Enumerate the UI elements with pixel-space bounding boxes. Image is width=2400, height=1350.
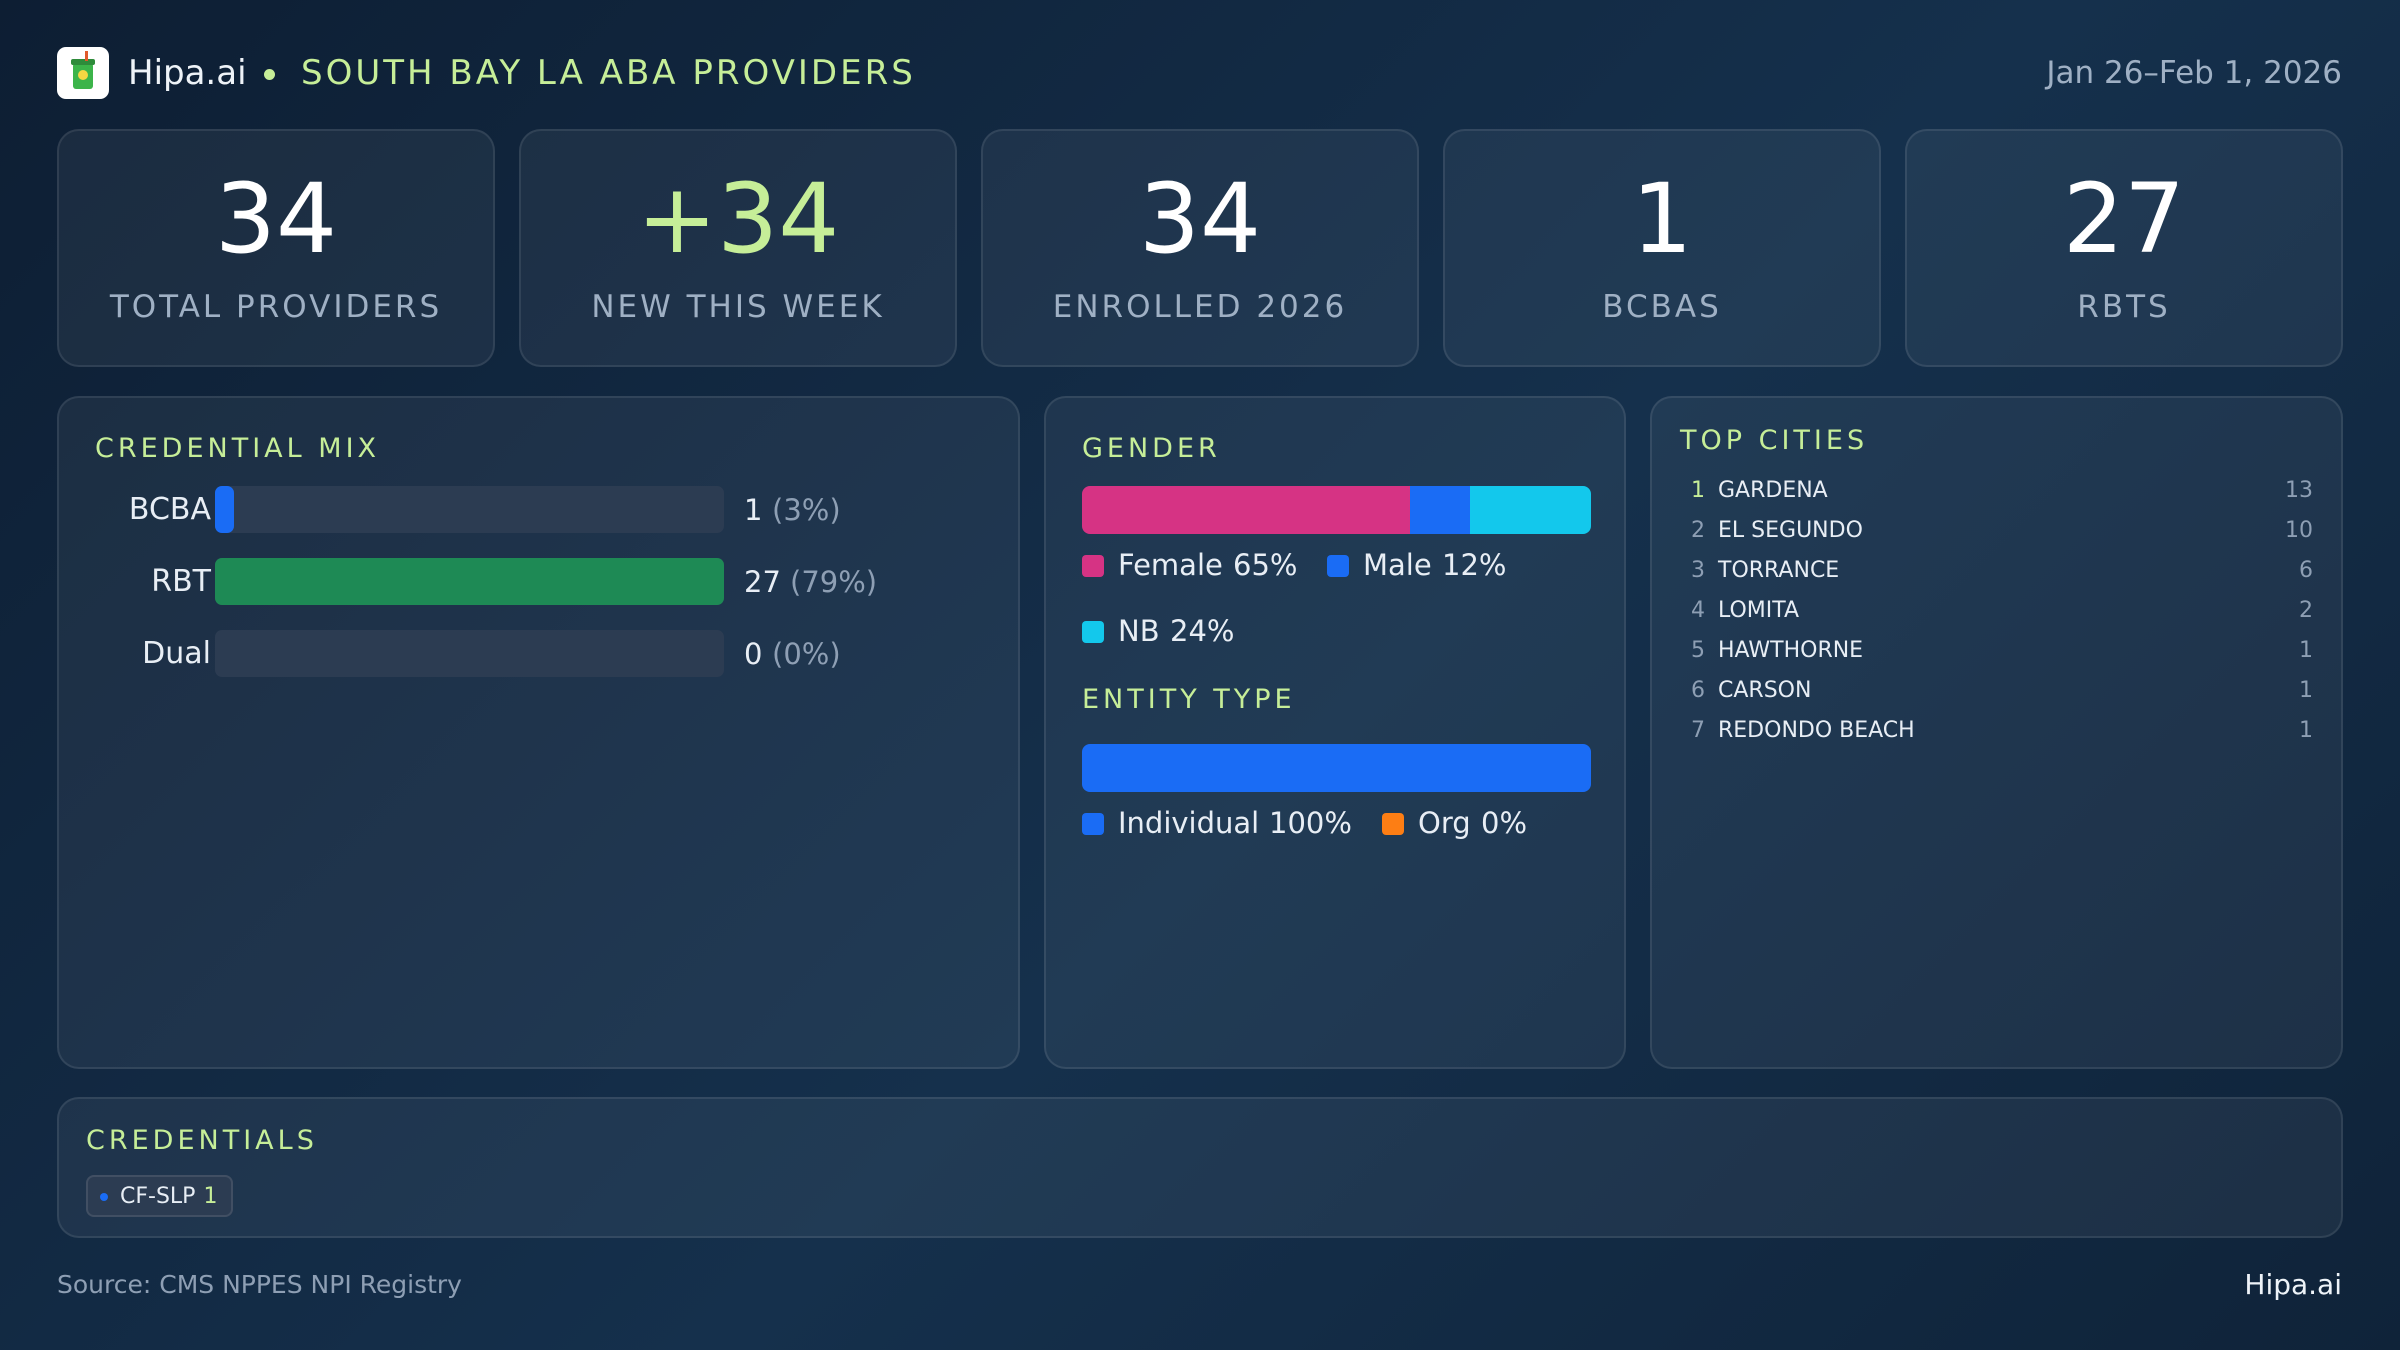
bar-percent: (79%) [790,565,878,599]
city-rank: 3 [1691,558,1705,583]
city-count: 1 [2299,718,2313,743]
city-rank: 5 [1691,638,1705,663]
chip-count: 1 [203,1183,218,1209]
legend-swatch [1327,555,1349,577]
legend-name: Individual [1118,806,1260,840]
city-name: EL SEGUNDO [1718,518,1863,543]
kpi-card: 34 ENROLLED 2026 [981,129,1419,367]
brand: Hipa.ai [128,53,247,93]
city-count: 10 [2285,518,2313,543]
kpi-label: BCBAS [1602,289,1722,325]
kpi-value: 27 [2062,163,2186,275]
city-name: HAWTHORNE [1718,638,1864,663]
kpi-label: NEW THIS WEEK [591,289,885,325]
panel-title: CREDENTIALS [86,1125,318,1156]
legend-value: 12% [1442,548,1507,582]
bar-percent: (0%) [772,637,841,671]
panel-title: TOP CITIES [1680,425,1869,456]
legend-value: 100% [1269,806,1352,840]
legend-swatch [1082,813,1104,835]
chip-dot [100,1193,108,1201]
legend-name: Female [1118,548,1223,582]
row-label: Dual [142,636,211,671]
city-name: LOMITA [1718,598,1800,623]
row-label: BCBA [128,492,211,527]
kpi-card: 1 BCBAS [1443,129,1881,367]
credential-chip: CF-SLP 1 [86,1175,234,1217]
city-name: GARDENA [1718,478,1828,503]
city-rank: 2 [1691,518,1705,543]
kpi-value: 1 [1631,163,1693,275]
city-rank: 1 [1691,478,1705,503]
bar-track [215,486,724,533]
source: Source: CMS NPPES NPI Registry [57,1270,462,1299]
city-rank: 6 [1691,678,1705,703]
credentials-panel: CREDENTIALS CF-SLP 1 [57,1097,2343,1238]
city-name: CARSON [1718,678,1812,703]
kpi-value: 34 [1138,163,1262,275]
city-count: 1 [2299,638,2313,663]
city-name: REDONDO BEACH [1718,718,1915,743]
logo [57,47,109,99]
kpi-value: 34 [214,163,338,275]
bar-segment [1082,744,1591,792]
bar-count: 0 [744,637,763,671]
city-count: 2 [2299,598,2313,623]
legend-value: 24% [1170,614,1235,648]
kpi-label: TOTAL PROVIDERS [109,289,443,325]
panel-title: CREDENTIAL MIX [95,433,381,464]
bar-count: 27 [744,565,781,599]
stacked-bar [1082,486,1591,534]
kpi-card: 27 RBTS [1905,129,2343,367]
legend-value: 65% [1233,548,1298,582]
top-cities-panel: TOP CITIES 1 GARDENA 13 2 EL SEGUNDO 10 3 TORRA… [1650,396,2343,1069]
legend-value: 0% [1481,806,1528,840]
date-range: Jan 26–Feb 1, 2026 [2046,55,2342,91]
logo-icon [71,51,95,89]
credential-mix-panel: CREDENTIAL MIX BCBA 1 (3%) RBT 27 (79%) Dual 0 (… [57,396,1020,1069]
stacked-bar [1082,744,1591,792]
city-count: 13 [2285,478,2313,503]
legend-swatch [1382,813,1404,835]
bar-track [215,630,724,677]
bar-segment [1409,486,1471,534]
bar [215,486,234,533]
bar-percent: (3%) [772,493,841,527]
legend-swatch [1082,555,1104,577]
footer-brand: Hipa.ai [2244,1268,2342,1301]
city-count: 6 [2299,558,2313,583]
legend-swatch [1082,621,1104,643]
bar-segment [1082,486,1410,534]
bar [215,558,724,605]
legend-name: Org [1418,806,1471,840]
gender-panel: GENDER ENTITY TYPE Female 65% Male 12% NB 24%… [1044,396,1626,1069]
city-rank: 7 [1691,718,1705,743]
kpi-card: +34 NEW THIS WEEK [519,129,957,367]
page-title: SOUTH BAY LA ABA PROVIDERS [301,53,916,93]
kpi-label: ENROLLED 2026 [1052,289,1348,325]
kpi-label: RBTS [2077,289,2171,325]
city-count: 1 [2299,678,2313,703]
legend-name: Male [1363,548,1432,582]
chip-label: CF-SLP [120,1183,196,1209]
separator-dot [264,69,275,80]
legend-name: NB [1118,614,1160,648]
panel-title: GENDER [1082,433,1221,464]
bar-segment [1470,486,1591,534]
row-label: RBT [151,564,211,599]
bar-count: 1 [744,493,763,527]
panel-title: ENTITY TYPE [1082,684,1296,715]
kpi-value: +34 [636,163,840,275]
city-name: TORRANCE [1718,558,1840,583]
kpi-card: 34 TOTAL PROVIDERS [57,129,495,367]
city-rank: 4 [1691,598,1705,623]
